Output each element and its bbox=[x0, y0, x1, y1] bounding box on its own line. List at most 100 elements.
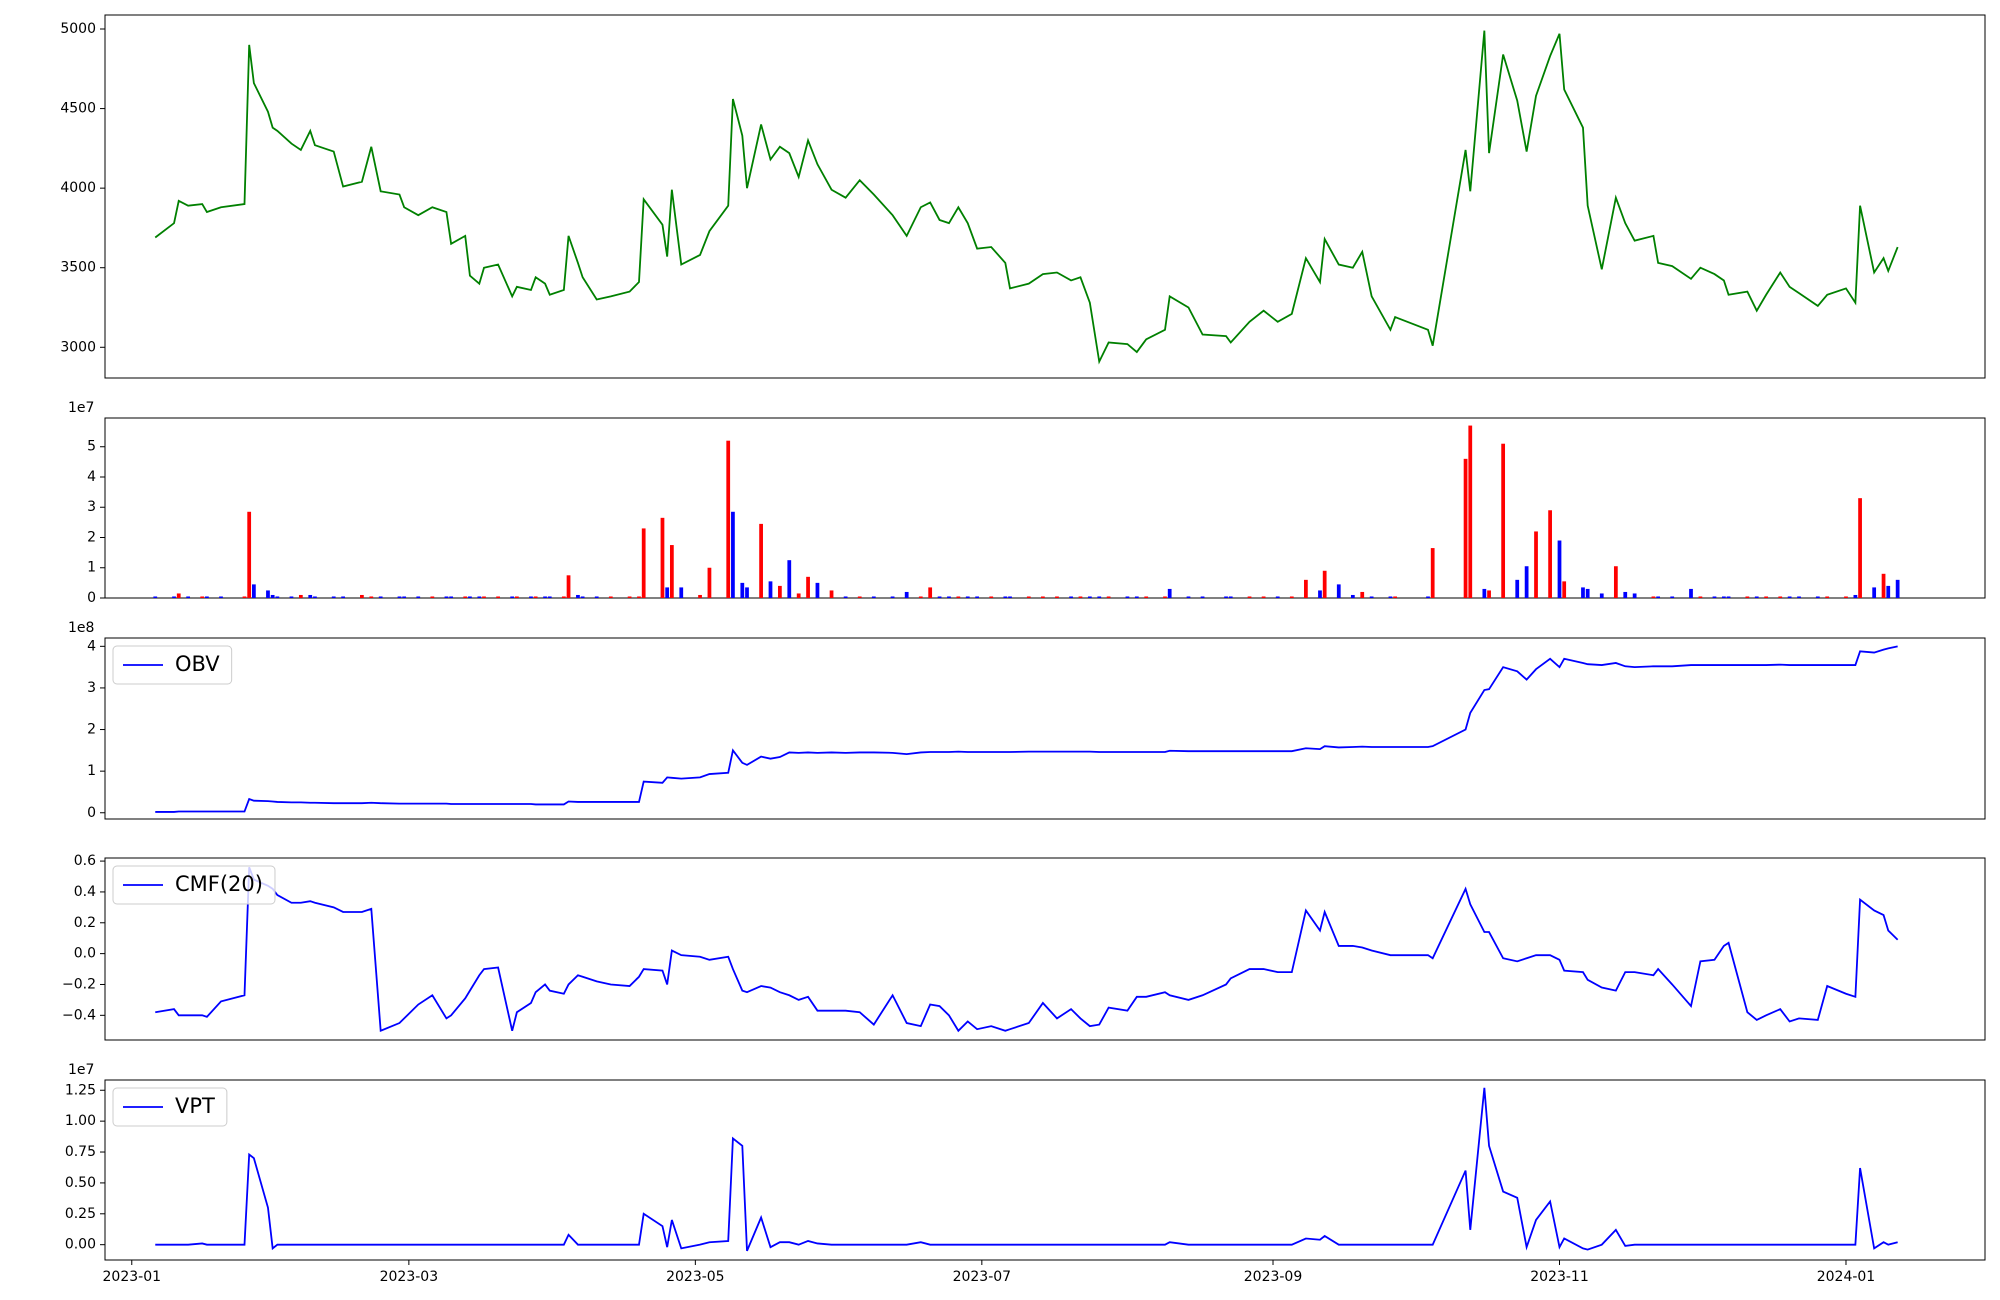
y-tick-label: 5 bbox=[87, 439, 96, 455]
y-offset-label: 1e7 bbox=[68, 400, 94, 416]
volume-bar bbox=[1623, 591, 1628, 598]
volume-bar bbox=[947, 596, 951, 598]
volume-bar bbox=[1275, 596, 1280, 598]
y-tick-label: 1.00 bbox=[65, 1113, 96, 1129]
volume-bar bbox=[1524, 566, 1529, 598]
y-tick-label: −0.4 bbox=[62, 1007, 96, 1023]
volume-bar bbox=[1815, 596, 1820, 598]
volume-bar bbox=[1581, 587, 1585, 598]
volume-bar bbox=[341, 596, 345, 598]
volume-bar bbox=[1078, 596, 1083, 598]
volume-bar bbox=[1360, 591, 1365, 598]
volume-bar bbox=[1797, 596, 1801, 598]
volume-bar bbox=[1557, 540, 1562, 598]
volume-bar bbox=[1858, 498, 1862, 598]
volume-bar bbox=[1163, 596, 1167, 598]
volume-bar bbox=[937, 596, 942, 598]
volume-bar bbox=[1515, 579, 1520, 598]
panel-frame bbox=[104, 1079, 1986, 1261]
volume-bar bbox=[200, 596, 205, 598]
volume-bar bbox=[533, 596, 538, 598]
volume-bar bbox=[1318, 590, 1322, 598]
volume-bar bbox=[796, 593, 801, 598]
volume-bar bbox=[1350, 594, 1355, 598]
y-tick-label: 4 bbox=[87, 469, 96, 485]
volume-bar bbox=[416, 596, 421, 598]
volume-bar bbox=[815, 582, 820, 598]
volume-bar bbox=[956, 596, 961, 598]
volume-bar bbox=[679, 587, 684, 598]
y-offset-label: 1e8 bbox=[68, 620, 94, 636]
volume-bar bbox=[1689, 588, 1693, 598]
y-tick-label: 3 bbox=[87, 499, 96, 515]
volume-bar bbox=[1534, 531, 1538, 598]
y-tick-label: 0.4 bbox=[74, 884, 96, 900]
volume-bar bbox=[1853, 594, 1858, 598]
volume-bar bbox=[1167, 588, 1172, 598]
y-tick-label: 0 bbox=[87, 590, 96, 606]
volume-bar bbox=[496, 596, 500, 598]
volume-bar bbox=[1369, 596, 1374, 598]
volume-bar bbox=[1041, 596, 1045, 598]
x-tick-label: 2023-03 bbox=[380, 1269, 439, 1285]
volume-bar bbox=[1482, 588, 1487, 598]
volume-bar bbox=[1764, 596, 1769, 598]
y-tick-label: 0.2 bbox=[74, 915, 96, 931]
volume-bar bbox=[778, 585, 782, 598]
volume-bar bbox=[975, 596, 980, 598]
volume-bar bbox=[627, 596, 632, 598]
y-tick-label: 3000 bbox=[60, 339, 96, 355]
volume-bar bbox=[1501, 443, 1506, 598]
volume-bar bbox=[1726, 596, 1731, 598]
volume-bar bbox=[1562, 581, 1567, 598]
volume-bar bbox=[251, 584, 256, 598]
volume-bar bbox=[1872, 587, 1877, 598]
volume-bar bbox=[1125, 596, 1130, 598]
volume-bar bbox=[1247, 596, 1252, 598]
y-tick-label: 0.50 bbox=[65, 1175, 96, 1191]
volume-bar bbox=[1613, 566, 1618, 598]
volume-bar bbox=[918, 596, 923, 598]
volume-bar bbox=[1585, 588, 1590, 598]
volume-bar bbox=[1003, 596, 1008, 598]
x-tick-label: 2023-11 bbox=[1530, 1269, 1589, 1285]
volume-bar bbox=[1430, 548, 1435, 598]
y-tick-label: 1.25 bbox=[65, 1082, 96, 1098]
volume-bar bbox=[1487, 590, 1491, 598]
volume-bar bbox=[449, 596, 454, 598]
volume-bar bbox=[787, 560, 792, 598]
volume-bar bbox=[1463, 458, 1468, 598]
x-tick-label: 2024-01 bbox=[1817, 1269, 1876, 1285]
y-tick-label: 0.00 bbox=[65, 1237, 96, 1253]
volume-bar bbox=[1895, 579, 1900, 598]
y-tick-label: 0.0 bbox=[74, 946, 96, 962]
volume-bar bbox=[768, 581, 773, 598]
volume-bar bbox=[1721, 596, 1726, 598]
legend-label: CMF(20) bbox=[175, 872, 263, 896]
legend-label: VPT bbox=[175, 1094, 215, 1118]
volume-bar bbox=[1656, 596, 1661, 598]
volume-bar bbox=[308, 594, 313, 598]
volume-bar bbox=[369, 596, 374, 598]
volume-bar bbox=[904, 591, 909, 598]
x-tick-label: 2023-01 bbox=[103, 1269, 162, 1285]
volume-bar bbox=[1388, 596, 1393, 598]
volume-bar bbox=[1304, 579, 1308, 598]
volume-bar bbox=[219, 596, 223, 598]
volume-bar bbox=[270, 594, 275, 598]
legend-label: OBV bbox=[175, 652, 220, 676]
volume-bar bbox=[965, 596, 970, 598]
y-tick-label: 0.25 bbox=[65, 1206, 96, 1222]
volume-bar bbox=[1289, 596, 1294, 598]
volume-bar bbox=[1426, 596, 1430, 598]
volume-bar bbox=[928, 587, 933, 598]
volume-bar bbox=[275, 596, 280, 598]
volume-bar bbox=[1632, 593, 1637, 598]
y-tick-label: 0 bbox=[87, 805, 96, 821]
volume-bar bbox=[1026, 596, 1031, 598]
y-offset-label: 1e7 bbox=[68, 1062, 94, 1078]
volume-bar bbox=[1336, 584, 1341, 598]
volume-bar bbox=[298, 594, 303, 598]
volume-bar bbox=[843, 596, 848, 598]
